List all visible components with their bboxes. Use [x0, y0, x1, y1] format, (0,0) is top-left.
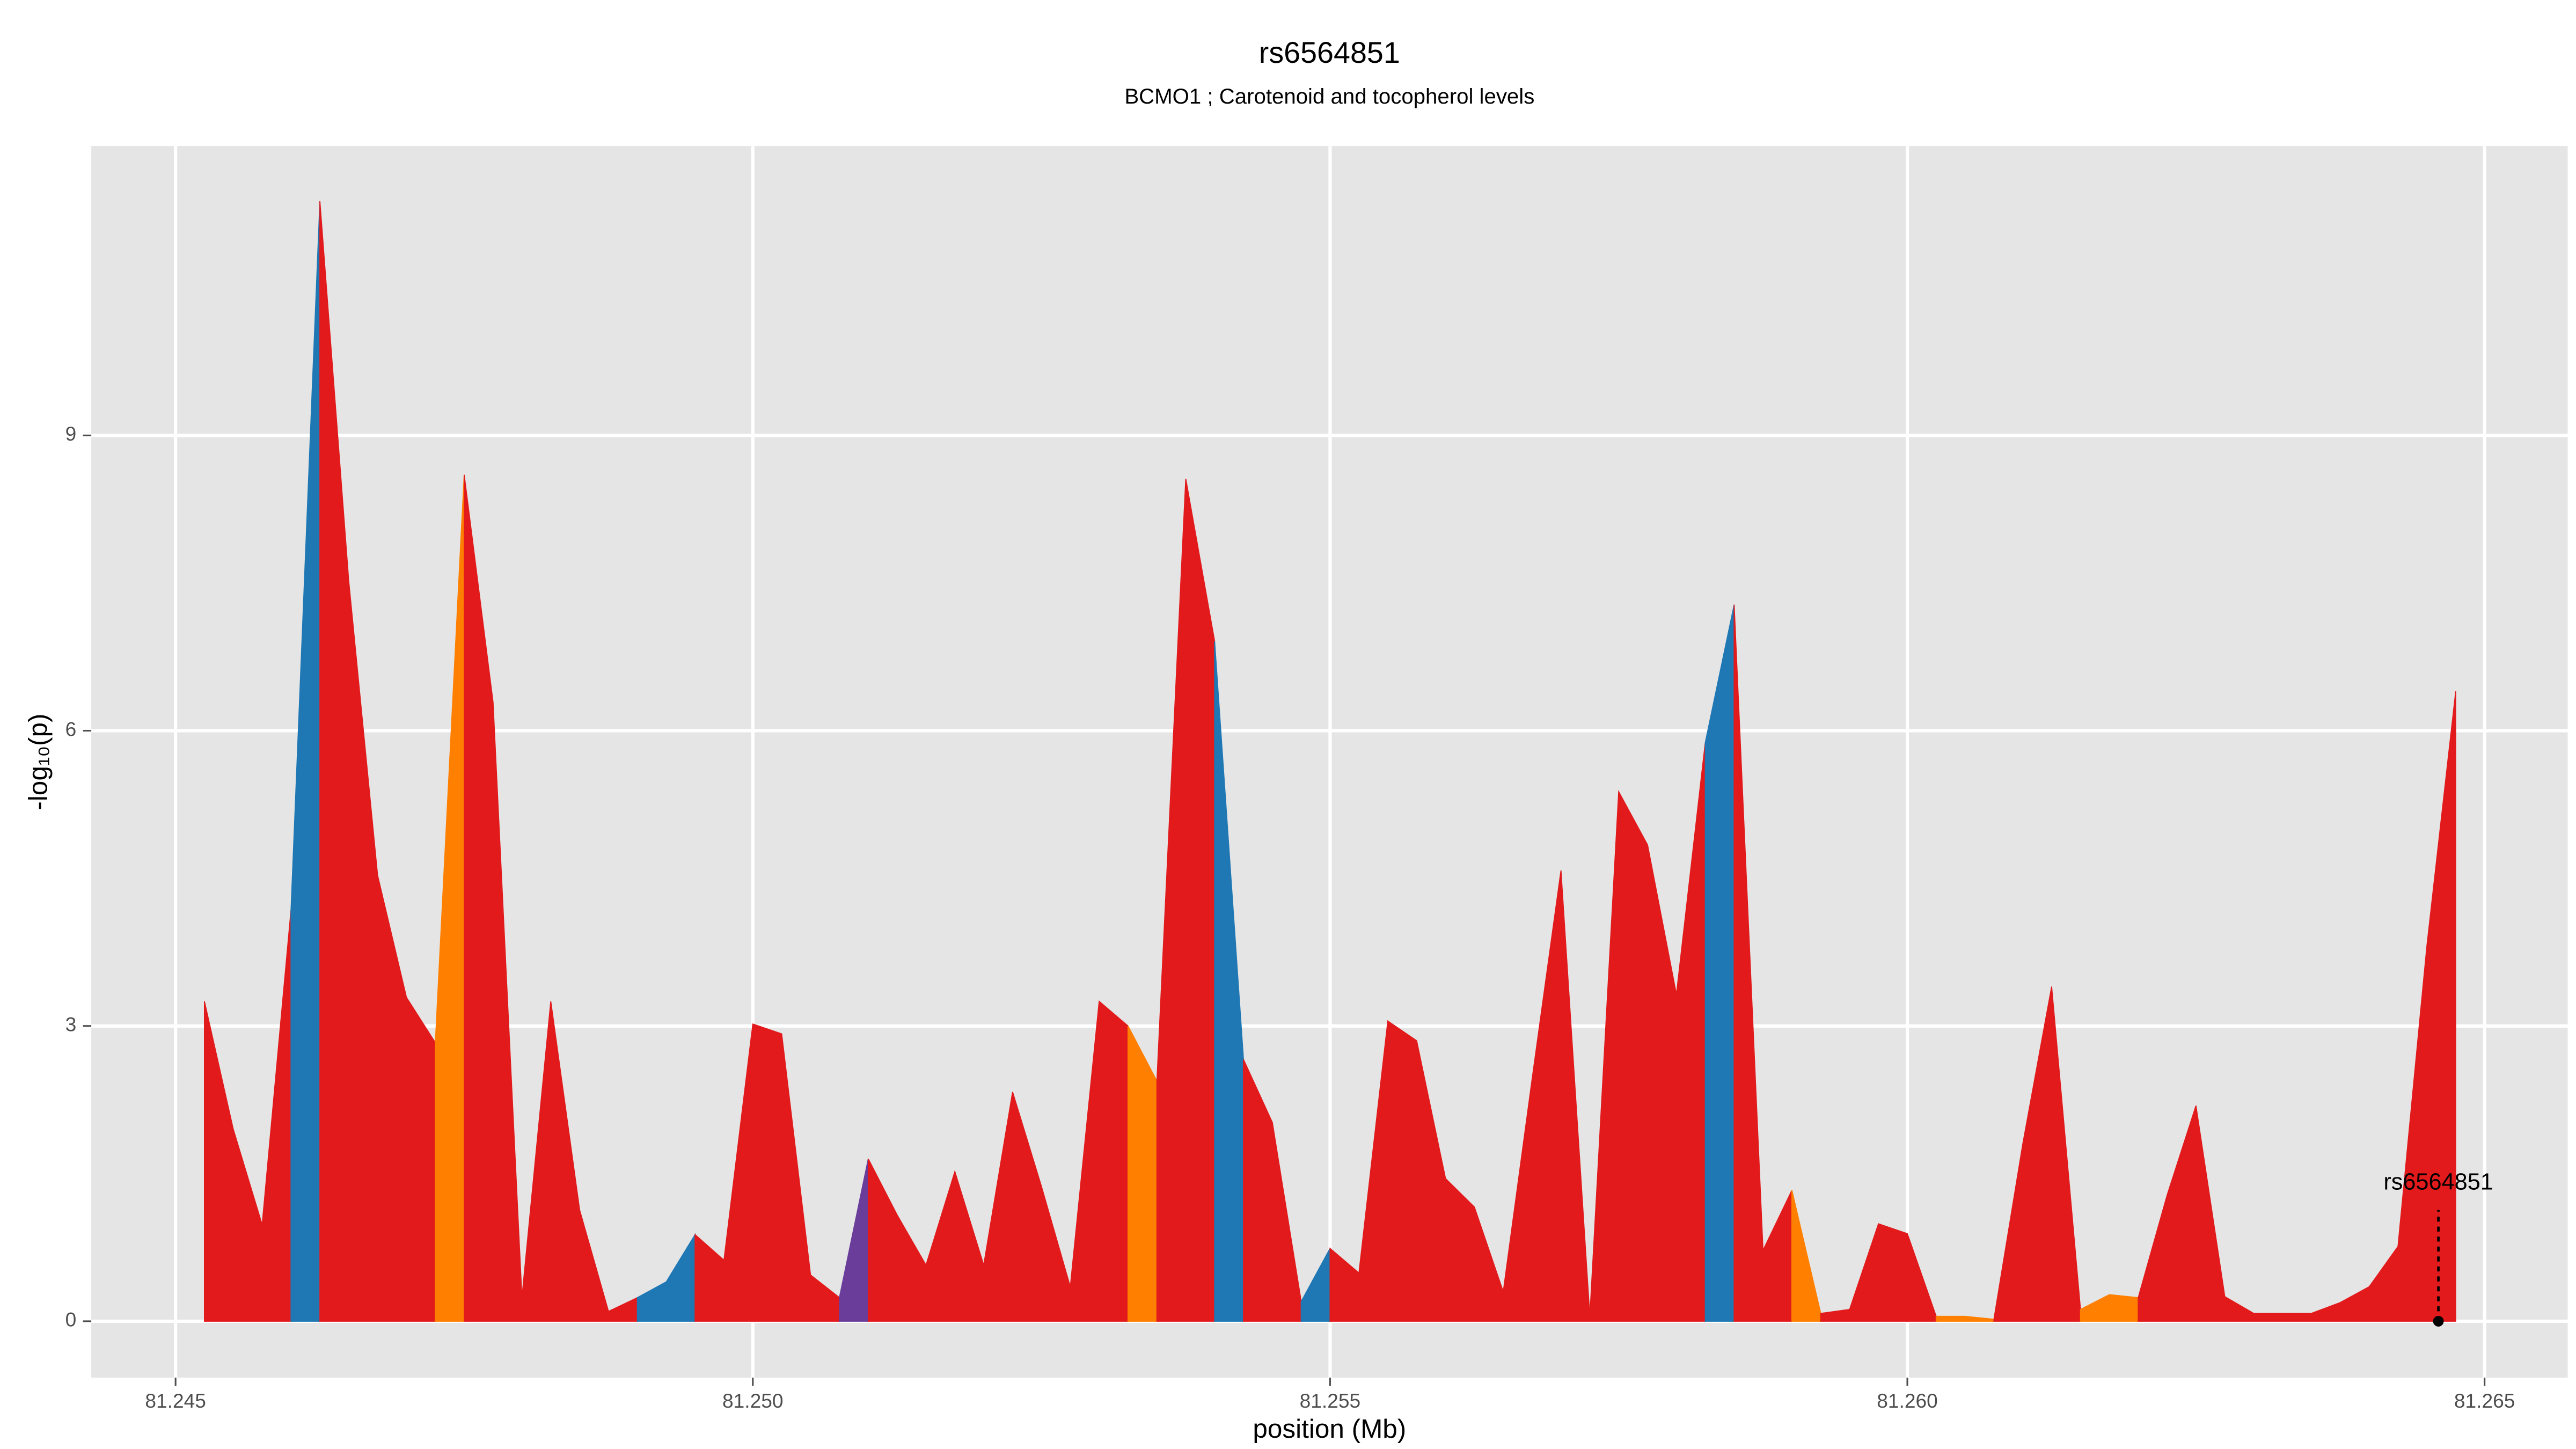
x-tick-label: 81.250	[722, 1389, 784, 1412]
area-segment	[1243, 1059, 1302, 1322]
y-tick-label: 6	[65, 718, 77, 740]
area-segment	[1935, 1315, 1995, 1322]
x-tick-label: 81.265	[2454, 1389, 2515, 1412]
x-tick-label: 81.245	[145, 1389, 206, 1412]
annotation-point	[2433, 1316, 2444, 1327]
area-segment	[2080, 1294, 2139, 1322]
annotation-label: rs6564851	[2383, 1169, 2493, 1195]
y-tick-label: 3	[65, 1013, 77, 1036]
y-tick-label: 0	[65, 1308, 77, 1331]
x-tick-label: 81.260	[1877, 1389, 1938, 1412]
area-segment	[2138, 691, 2456, 1322]
area-segment	[1329, 742, 1706, 1322]
areas	[203, 201, 2456, 1322]
x-axis-label: position (Mb)	[1253, 1414, 1406, 1444]
area-segment	[636, 1233, 696, 1322]
chart-subtitle: BCMO1 ; Carotenoid and tocopherol levels	[1124, 84, 1534, 108]
chart-title: rs6564851	[1259, 36, 1400, 69]
axes: 81.245 81.250 81.255 81.260 81.265 0 3 6 9	[65, 422, 2515, 1412]
y-axis-label: -log₁₀(p)	[23, 714, 53, 810]
y-tick-label: 9	[65, 422, 77, 445]
x-tick-label: 81.255	[1300, 1389, 1361, 1412]
area-segment	[1733, 604, 1792, 1322]
area-segment	[1156, 478, 1216, 1322]
